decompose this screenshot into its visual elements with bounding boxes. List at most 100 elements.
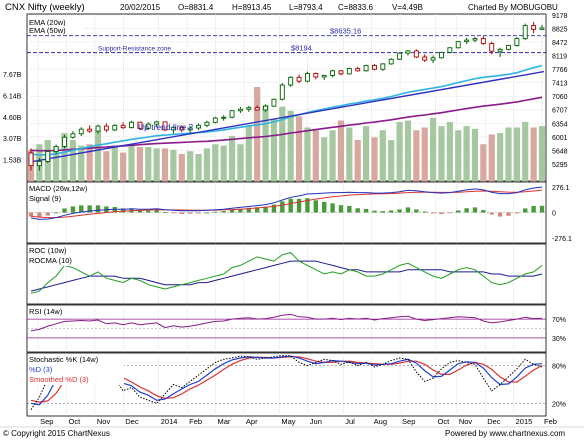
- macd-histogram-bar: [305, 198, 310, 213]
- price-candle: [464, 37, 470, 44]
- volume-bar: [103, 151, 110, 182]
- macd-histogram-bar: [405, 207, 411, 213]
- price-candle: [229, 109, 235, 119]
- macd-legend-item: Signal (9): [29, 194, 62, 203]
- x-tick-label: Aug: [374, 417, 387, 426]
- powered-by-text: Powered by www.chartnexus.com: [445, 429, 565, 438]
- volume-bar: [295, 116, 303, 182]
- volume-bar: [530, 127, 537, 182]
- price-candle: [196, 123, 201, 130]
- price-tick-label: 6001: [552, 135, 568, 142]
- price-candle: [95, 124, 101, 134]
- price-candle: [372, 63, 377, 71]
- x-tick-label: Dec: [487, 417, 501, 426]
- macd-tick-label: 276.1: [552, 185, 570, 192]
- price-candle: [263, 104, 269, 112]
- macd-histogram-bar: [363, 209, 369, 213]
- volume-bar: [128, 144, 135, 182]
- ema20-line: [30, 64, 543, 156]
- rsi-legend-item: RSI (14w): [29, 307, 63, 316]
- x-tick-label: Feb: [189, 417, 202, 426]
- volume-bar: [178, 153, 185, 182]
- price-candle: [87, 125, 93, 134]
- volume-bar: [69, 140, 76, 182]
- price-candle: [179, 125, 185, 133]
- header-volume: V=4.49B: [392, 3, 423, 12]
- macd-histogram-bar: [79, 205, 84, 213]
- macd-histogram-bar: [422, 211, 427, 213]
- price-candle: [70, 131, 76, 139]
- macd-histogram-bar: [489, 212, 494, 215]
- price-tick-label: 6707: [552, 108, 568, 115]
- macd-histogram-bar: [338, 205, 344, 213]
- volume-bar: [220, 145, 227, 182]
- macd-histogram-bar: [380, 211, 386, 213]
- volume-bar: [136, 147, 144, 182]
- volume-bar: [262, 105, 269, 182]
- macd-histogram-bar: [263, 206, 268, 213]
- volume-bar: [513, 127, 520, 182]
- price-candle: [212, 116, 218, 124]
- volume-bar: [388, 140, 395, 182]
- price-candle: [28, 148, 34, 171]
- price-tick-label: 7060: [552, 94, 568, 101]
- volume-tick-label: 1.53B: [3, 158, 22, 165]
- volume-bar: [111, 145, 118, 182]
- price-candle: [112, 124, 118, 132]
- uptrend-line: [30, 70, 545, 163]
- macd-histogram-bar: [280, 201, 285, 213]
- macd-histogram-bar: [397, 209, 402, 213]
- x-tick-label: Oct: [438, 417, 451, 426]
- price-candle: [187, 126, 193, 134]
- volume-bar: [78, 145, 85, 182]
- macd-histogram-bar: [213, 211, 218, 213]
- rsi-tick-label: 30%: [552, 336, 566, 343]
- macd-tick-label: -276.1: [552, 236, 572, 243]
- volume-bar: [421, 127, 428, 182]
- x-tick-label: Oct: [68, 417, 81, 426]
- price-candle: [120, 122, 126, 130]
- stochastic-legend-item: Smoothed %D (3): [29, 375, 89, 384]
- macd-histogram-bar: [321, 201, 327, 213]
- volume-bar: [312, 130, 319, 182]
- price-candle: [355, 66, 361, 72]
- price-candle: [154, 120, 160, 128]
- volume-bar: [362, 126, 370, 182]
- price-candle: [288, 76, 294, 87]
- macd-histogram-bar: [221, 211, 226, 213]
- macd-histogram-bar: [196, 212, 201, 214]
- x-tick-label: Sep: [40, 417, 53, 426]
- price-candle: [170, 126, 176, 134]
- volume-bar: [254, 87, 261, 182]
- macd-histogram-bar: [439, 212, 444, 215]
- macd-histogram-bar: [238, 208, 243, 213]
- price-tick-label: 5648: [552, 148, 568, 155]
- price-candle: [497, 47, 503, 57]
- volume-bar: [463, 126, 470, 182]
- volume-bar: [446, 121, 453, 182]
- volume-bar: [270, 119, 278, 182]
- volume-bar: [304, 127, 311, 182]
- x-tick-label: Dec: [125, 417, 139, 426]
- x-tick-label: Jun: [310, 417, 322, 426]
- macd-histogram-bar: [288, 198, 293, 213]
- price-candle: [137, 121, 143, 130]
- price-candle: [36, 157, 42, 171]
- volume-bar: [438, 126, 445, 182]
- volume-bar: [212, 144, 219, 182]
- macd-histogram-bar: [347, 205, 352, 213]
- x-tick-label: Sep: [402, 417, 415, 426]
- price-candle: [304, 71, 310, 83]
- stochastic-tick-label: 80%: [552, 364, 566, 371]
- macd-histogram-bar: [531, 205, 536, 213]
- price-tick-label: 7766: [552, 67, 568, 74]
- price-candle: [313, 72, 319, 80]
- price-candle: [422, 54, 428, 62]
- volume-bar: [413, 130, 420, 182]
- price-candle: [472, 37, 478, 43]
- macd-histogram-bar: [430, 212, 436, 214]
- volume-bar: [371, 137, 378, 182]
- price-candle: [539, 25, 545, 30]
- macd-histogram-bar: [271, 204, 277, 213]
